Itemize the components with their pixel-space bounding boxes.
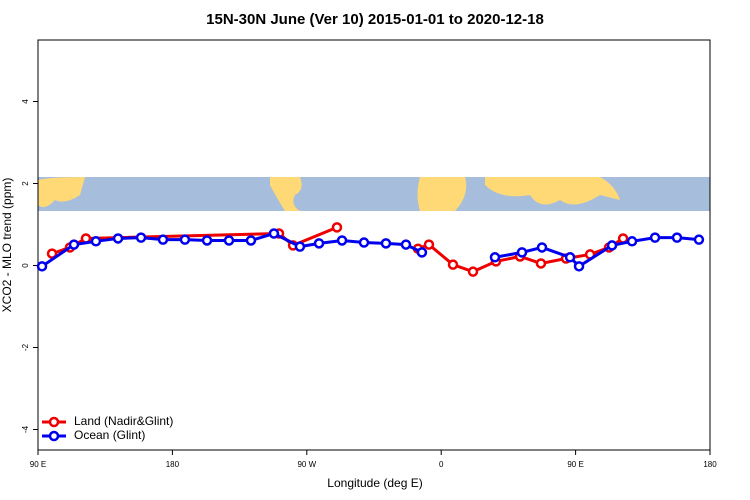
point [36, 261, 48, 272]
y-tick-label: 2 [21, 181, 30, 186]
land [270, 177, 302, 211]
y-tick-label: -2 [21, 343, 30, 351]
point [68, 239, 80, 250]
point [671, 232, 683, 243]
point [649, 232, 661, 243]
land [417, 177, 467, 211]
point [564, 252, 576, 263]
point [46, 248, 58, 259]
point [201, 235, 213, 246]
legend-marker [48, 430, 60, 442]
point [112, 233, 124, 244]
point [90, 236, 102, 247]
land [485, 177, 620, 205]
point [606, 240, 618, 251]
point [536, 242, 548, 253]
y-tick-label: 4 [21, 99, 30, 104]
point [294, 241, 306, 252]
point [400, 239, 412, 250]
land [38, 177, 85, 208]
point [380, 238, 392, 249]
point [245, 235, 257, 246]
map-strip [38, 177, 710, 211]
point [179, 234, 191, 245]
y-axis-label: XCO2 - MLO trend (ppm) [0, 178, 14, 313]
chart-title: 15N-30N June (Ver 10) 2015-01-01 to 2020… [206, 11, 544, 28]
point [693, 234, 705, 245]
y-tick-label: -4 [21, 425, 30, 433]
plot-frame [37, 39, 711, 451]
point [358, 237, 370, 248]
point [423, 239, 435, 250]
point [626, 236, 638, 247]
x-tick-label: 180 [166, 460, 180, 469]
x-tick-label: 90 W [297, 460, 316, 469]
point [223, 235, 235, 246]
point [268, 228, 280, 239]
point [467, 266, 479, 277]
x-tick-label: 0 [439, 460, 444, 469]
point [135, 232, 147, 243]
point [157, 234, 169, 245]
legend-label: Ocean (Glint) [74, 428, 145, 442]
point [535, 258, 547, 269]
x-tick-label: 90 E [30, 460, 46, 469]
legend-label: Land (Nadir&Glint) [74, 414, 173, 428]
point [516, 247, 528, 258]
x-tick-label: 180 [703, 460, 717, 469]
point [336, 235, 348, 246]
point [447, 259, 459, 270]
y-tick-label: 0 [21, 263, 30, 268]
point [313, 238, 325, 249]
point [489, 252, 501, 263]
legend-marker [48, 416, 60, 428]
point [331, 222, 343, 233]
point [416, 247, 428, 258]
x-axis-label: Longitude (deg E) [327, 476, 422, 490]
x-tick-label: 90 E [567, 460, 583, 469]
point [573, 261, 585, 272]
